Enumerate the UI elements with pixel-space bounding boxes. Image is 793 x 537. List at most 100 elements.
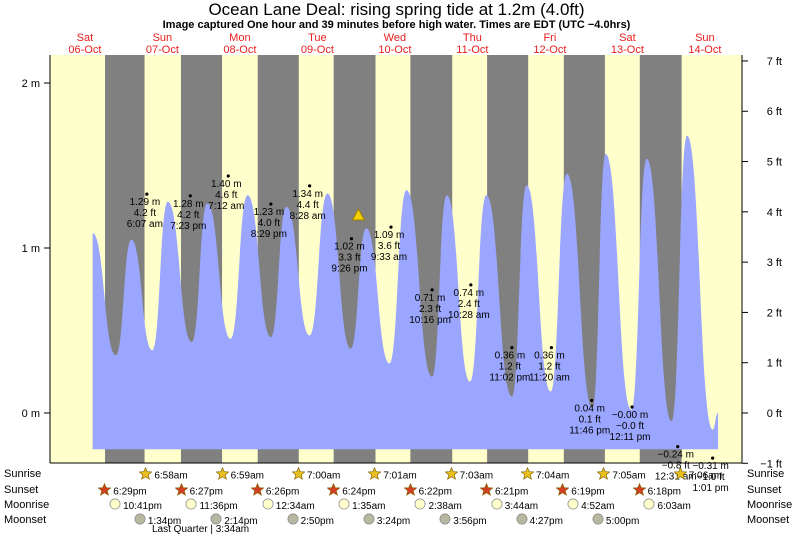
day-date: 10-Oct bbox=[378, 44, 412, 56]
moonrise-moon-icon bbox=[491, 498, 503, 515]
day-date: 06-Oct bbox=[68, 44, 102, 56]
row-label-moonrise: Moonrise bbox=[4, 499, 50, 511]
sunrise-entry: 7:00am bbox=[291, 466, 340, 485]
moonrise-time: 1:35am bbox=[352, 501, 386, 513]
sunrise-time: 7:01am bbox=[383, 470, 417, 482]
page-subtitle: Image captured One hour and 39 minutes b… bbox=[162, 19, 631, 31]
sunset-entry: 6:24pm bbox=[326, 482, 376, 501]
peak-label: 1.02 m bbox=[334, 242, 365, 253]
peak-label: 8:29 pm bbox=[251, 229, 287, 240]
moonset-entry: 4:27pm bbox=[516, 513, 563, 530]
moonrise-moon-icon bbox=[643, 498, 655, 515]
y-left-tick-label: 0 m bbox=[22, 408, 40, 420]
peak-label: 0.71 m bbox=[415, 293, 446, 304]
peak-label: 8:28 am bbox=[290, 211, 326, 222]
peak-label: 4.2 ft bbox=[134, 208, 156, 219]
peak-label: 11:02 pm bbox=[489, 373, 530, 384]
sunset-time: 6:29pm bbox=[113, 486, 147, 498]
sunset-time: 6:27pm bbox=[189, 486, 223, 498]
peak-marker bbox=[389, 225, 393, 229]
peak-label: 1.34 m bbox=[292, 189, 323, 200]
sunset-star-icon bbox=[97, 482, 112, 501]
y-right-tick-label: 4 ft bbox=[767, 207, 782, 219]
sunrise-star-icon bbox=[444, 466, 459, 485]
peak-label: 11:20 am bbox=[529, 373, 570, 384]
row-label-sunrise: Sunrise bbox=[4, 468, 42, 480]
moonset-moon-icon bbox=[516, 513, 528, 530]
sunrise-entry: 6:59am bbox=[215, 466, 265, 485]
moonset-moon-icon bbox=[134, 513, 146, 530]
day-date: 12-Oct bbox=[533, 44, 567, 56]
moonset-entry: 3:56pm bbox=[439, 513, 487, 530]
peak-marker bbox=[269, 202, 273, 206]
y-left-tick-label: 1 m bbox=[22, 243, 40, 255]
peak-label: 0.74 m bbox=[454, 288, 485, 299]
tide-area bbox=[92, 135, 719, 450]
peak-label: 6:07 am bbox=[127, 219, 163, 230]
y-right-tick-label: 6 ft bbox=[767, 106, 782, 118]
moonrise-time: 6:03am bbox=[657, 501, 691, 513]
sunrise-time: 7:03am bbox=[459, 470, 494, 482]
peak-label: 1.09 m bbox=[374, 230, 405, 241]
moonrise-moon-icon bbox=[109, 498, 121, 515]
peak-label: −0.31 m bbox=[692, 461, 728, 472]
moonrise-entry: 1:35am bbox=[338, 498, 385, 515]
sunrise-time: 7:06am bbox=[688, 470, 723, 482]
peak-label: 4.0 ft bbox=[258, 218, 280, 229]
page-title: Ocean Lane Deal: rising spring tide at 1… bbox=[208, 0, 585, 19]
row-label-moonset: Moonset bbox=[4, 514, 47, 526]
sunrise-time: 6:59am bbox=[230, 470, 265, 482]
moonset-time: 2:50pm bbox=[300, 516, 334, 528]
day-header: Tue 09-Oct bbox=[277, 32, 357, 56]
sunrise-entry: 7:05am bbox=[596, 466, 646, 485]
day-of-week: Fri bbox=[543, 32, 557, 44]
day-header: Sun 07-Oct bbox=[122, 32, 202, 56]
sunrise-entry: 7:04am bbox=[520, 466, 570, 485]
peak-label: −0.24 m bbox=[658, 450, 694, 461]
day-of-week: Sat bbox=[619, 32, 636, 44]
moonset-entry: 2:50pm bbox=[287, 513, 334, 530]
sunrise-star-icon bbox=[596, 466, 611, 485]
peak-label: 11:46 pm bbox=[569, 425, 610, 436]
y-right-tick-label: 5 ft bbox=[767, 157, 782, 169]
day-header: Sat 13-Oct bbox=[587, 32, 667, 56]
moonrise-moon-icon bbox=[338, 498, 350, 515]
sunrise-star-icon bbox=[138, 466, 153, 485]
day-of-week: Sat bbox=[76, 32, 94, 44]
row-label-sunset-right: Sunset bbox=[747, 484, 782, 496]
moonset-moon-icon bbox=[287, 513, 299, 530]
peak-label: 4.6 ft bbox=[215, 190, 237, 201]
sunset-star-icon bbox=[403, 482, 418, 501]
peak-label: 10:28 am bbox=[448, 310, 490, 321]
moonrise-time: 10:41pm bbox=[123, 501, 163, 513]
peak-marker bbox=[145, 192, 149, 196]
peak-label: 10:16 pm bbox=[409, 315, 451, 326]
moonset-entry: 3:24pm bbox=[363, 513, 410, 530]
day-of-week: Thu bbox=[462, 32, 482, 44]
day-of-week: Mon bbox=[229, 32, 251, 44]
sunset-entry: 6:26pm bbox=[250, 482, 299, 501]
day-of-week: Sun bbox=[152, 32, 173, 44]
moonset-time: 4:27pm bbox=[529, 516, 563, 528]
moonrise-entry: 12:34am bbox=[262, 498, 315, 515]
day-date: 11-Oct bbox=[456, 44, 489, 56]
sunrise-entry: 7:01am bbox=[367, 466, 417, 485]
peak-marker bbox=[308, 184, 312, 188]
moonset-time: 3:56pm bbox=[453, 516, 487, 528]
row-label-sunset: Sunset bbox=[4, 484, 39, 496]
day-header: Fri 12-Oct bbox=[510, 32, 590, 56]
sunrise-time: 6:58am bbox=[154, 470, 188, 482]
peak-marker bbox=[469, 283, 473, 287]
moonset-moon-icon bbox=[592, 513, 604, 530]
sunset-time: 6:24pm bbox=[342, 486, 376, 498]
sunrise-time: 7:04am bbox=[536, 470, 570, 482]
peak-label: 3.6 ft bbox=[378, 241, 400, 252]
sunset-star-icon bbox=[174, 482, 189, 501]
moonset-entry: 2:14pm bbox=[210, 513, 258, 530]
sunset-time: 6:22pm bbox=[418, 486, 452, 498]
day-date: 09-Oct bbox=[300, 44, 334, 56]
day-header: Sat 06-Oct bbox=[45, 32, 125, 56]
peak-label: 1.28 m bbox=[173, 199, 204, 210]
peak-label: 3.3 ft bbox=[338, 253, 360, 264]
